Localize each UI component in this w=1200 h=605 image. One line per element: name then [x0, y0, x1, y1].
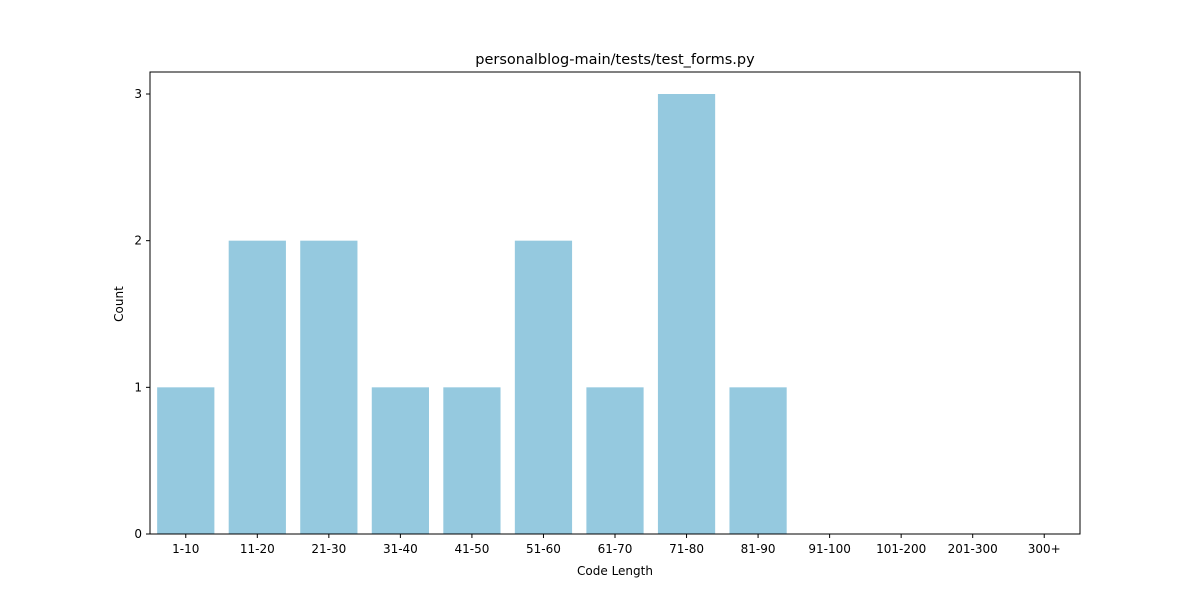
x-ticks: 1-10 11-20 21-30 31-40 41-50 51-60 61-70 71-80 8…: [172, 534, 1061, 556]
x-tick-label: 31-40: [383, 542, 418, 556]
x-tick-label: 81-90: [741, 542, 776, 556]
x-tick-label: 91-100: [808, 542, 851, 556]
bar-51-60: [514, 240, 573, 534]
plot-frame: [149, 71, 1081, 535]
x-tick-label: 61-70: [598, 542, 633, 556]
x-tick-label: 21-30: [311, 542, 346, 556]
bar-1-10: [157, 387, 215, 534]
bar-71-80: [657, 94, 716, 534]
y-ticks: 0 1 2 3: [134, 87, 150, 541]
x-tick-label: 51-60: [526, 542, 561, 556]
bar-41-50: [443, 387, 501, 534]
x-tick-label: 201-300: [948, 542, 998, 556]
y-tick-label: 0: [134, 527, 142, 541]
x-tick-label: 101-200: [876, 542, 926, 556]
bars-layer: [157, 94, 787, 534]
bar-31-40: [371, 387, 429, 534]
x-axis-label: Code Length: [577, 564, 653, 578]
y-tick-label: 2: [134, 234, 142, 248]
bar-81-90: [729, 387, 787, 534]
y-axis-label: Count: [112, 286, 126, 322]
x-tick-label: 1-10: [172, 542, 199, 556]
chart-title: personalblog-main/tests/test_forms.py: [475, 52, 755, 68]
bar-61-70: [586, 387, 644, 534]
bar-11-20: [228, 240, 286, 534]
x-tick-label: 11-20: [240, 542, 275, 556]
x-tick-label: 300+: [1028, 542, 1061, 556]
x-tick-label: 71-80: [669, 542, 704, 556]
x-tick-label: 41-50: [454, 542, 489, 556]
y-tick-label: 1: [134, 380, 142, 394]
bar-21-30: [300, 240, 358, 534]
y-tick-label: 3: [134, 87, 142, 101]
